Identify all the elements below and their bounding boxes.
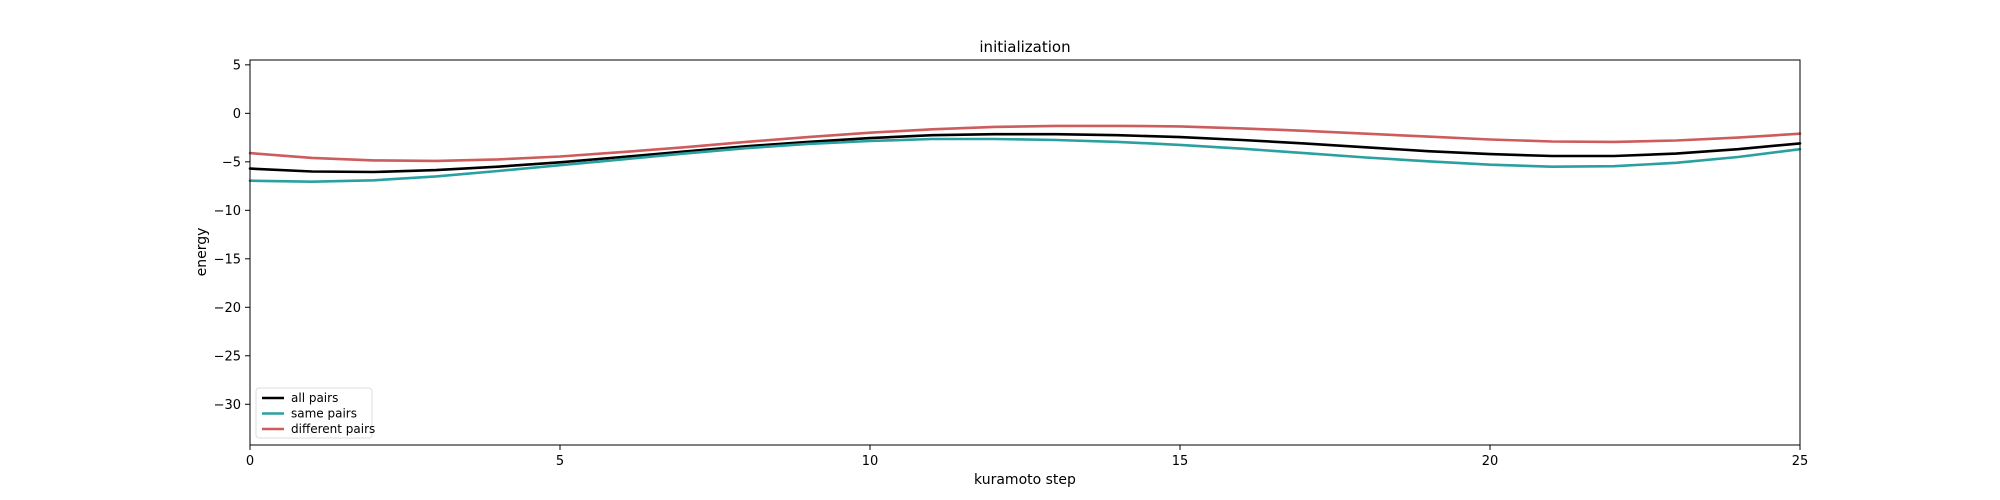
y-tick-label: −20: [214, 301, 241, 316]
y-tick-label: 5: [233, 58, 241, 73]
y-tick-label: −10: [214, 204, 241, 219]
x-tick-label: 10: [862, 454, 879, 469]
series-line-all-pairs: [248, 132, 1802, 174]
x-axis-label: kuramoto step: [974, 472, 1076, 488]
series-line-different-pairs: [248, 124, 1802, 163]
x-tick-label: 0: [246, 454, 254, 469]
y-tick-label: −30: [214, 398, 241, 413]
series-line-same-pairs: [248, 137, 1802, 183]
legend-label: same pairs: [291, 407, 357, 421]
x-axis: 0 5 10 15 20 25: [246, 445, 1808, 469]
plot-frame: [249, 59, 1801, 446]
x-tick-label: 5: [556, 454, 564, 469]
chart-title: initialization: [979, 38, 1070, 56]
y-tick-label: 0: [233, 107, 241, 122]
x-tick-label: 20: [1482, 454, 1499, 469]
x-tick-label: 25: [1792, 454, 1809, 469]
legend-box: [255, 387, 373, 439]
y-axis-label: energy: [194, 228, 210, 277]
legend-label: all pairs: [291, 391, 338, 405]
legend-label: different pairs: [291, 422, 375, 436]
x-tick-label: 15: [1172, 454, 1189, 469]
plot-lines: [248, 124, 1802, 183]
y-tick-label: −15: [214, 252, 241, 267]
y-tick-label: −5: [222, 155, 241, 170]
y-axis: 5 0 −5 −10 −15 −20 −25 −30: [214, 58, 250, 413]
y-tick-label: −25: [214, 349, 241, 364]
